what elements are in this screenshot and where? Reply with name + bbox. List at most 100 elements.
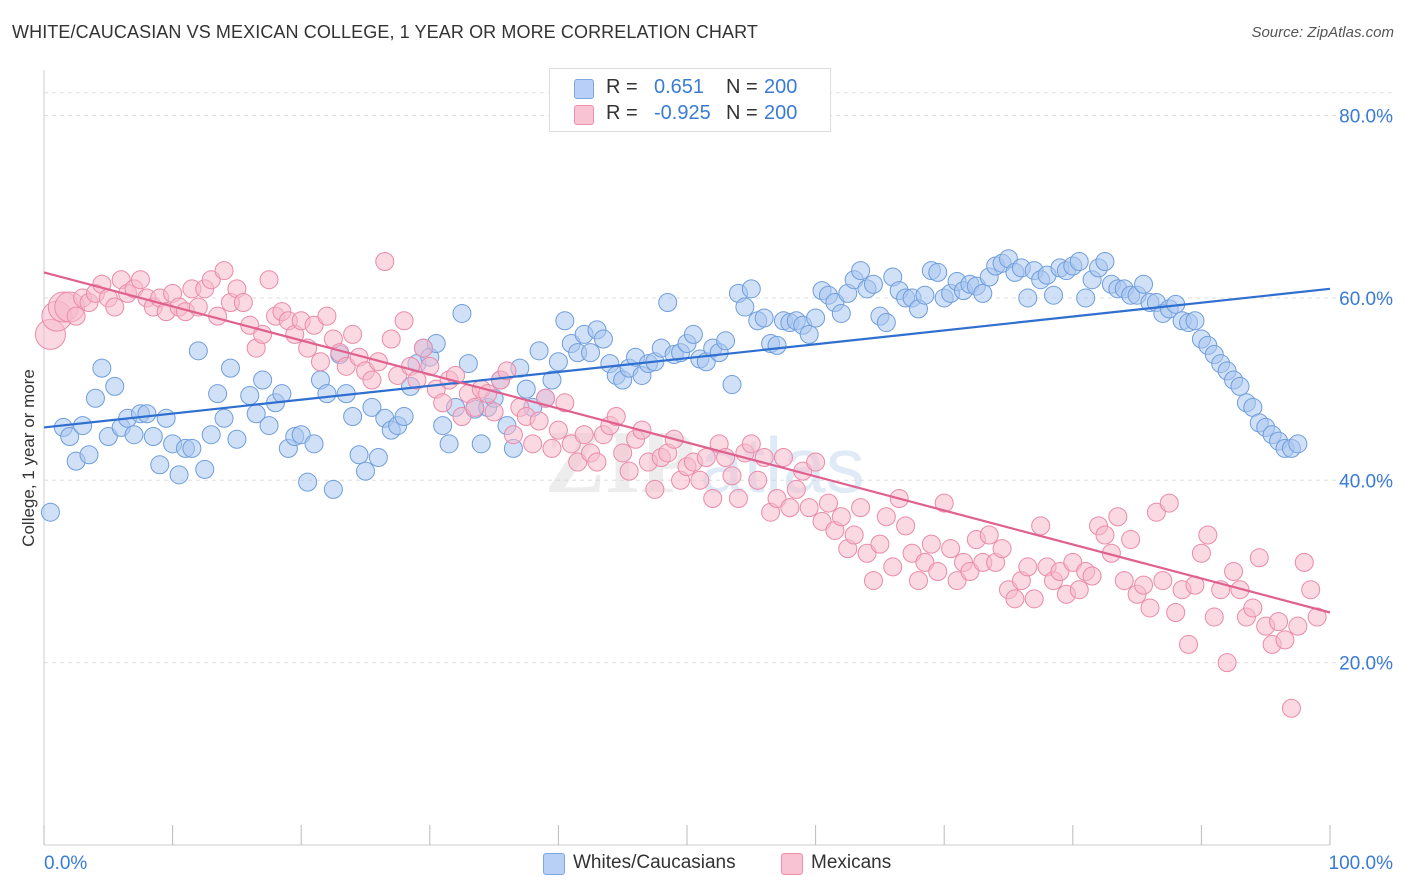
white-point xyxy=(452,303,472,323)
mexican-point xyxy=(1121,530,1141,550)
mexican-point xyxy=(529,411,549,431)
white-point xyxy=(973,283,993,303)
legend-r-value: 0.651 xyxy=(654,76,705,98)
white-point xyxy=(156,408,176,428)
mexican-point xyxy=(844,525,864,545)
mexican-point xyxy=(1024,589,1044,609)
legend-n-label: N = xyxy=(726,76,758,98)
white-point xyxy=(767,335,787,355)
mexican-point xyxy=(883,557,903,577)
white-point xyxy=(851,261,871,281)
mexican-point xyxy=(728,489,748,509)
white-point xyxy=(362,397,382,417)
tick-labels: 20.0% 40.0% 60.0% 80.0% 0.0% 100.0% xyxy=(44,107,1393,874)
white-point xyxy=(1095,251,1115,271)
whites-trend-line xyxy=(43,287,1331,429)
mexican-point xyxy=(818,493,838,513)
mexican-point xyxy=(934,493,954,513)
chart-title: WHITE/CAUCASIAN VS MEXICAN COLLEGE, 1 YE… xyxy=(12,22,758,42)
mexican-point xyxy=(375,251,395,271)
mexican-point xyxy=(1166,603,1186,622)
mexican-point xyxy=(561,434,581,454)
mexican-point xyxy=(568,452,588,472)
mexican-point xyxy=(1069,580,1089,600)
trend-lines xyxy=(43,271,1331,614)
mexican-point xyxy=(857,543,877,563)
white-point xyxy=(85,388,105,408)
white-point xyxy=(259,416,279,436)
mexican-point xyxy=(645,479,665,499)
mexican-point xyxy=(362,370,382,390)
mexican-point xyxy=(317,306,337,326)
mexican-point xyxy=(497,361,517,381)
mexican-point xyxy=(896,516,916,536)
y-tick-label: 80.0% xyxy=(1339,107,1393,128)
white-point xyxy=(349,445,369,465)
mexican-point xyxy=(105,297,125,317)
mexican-point xyxy=(812,511,832,531)
mexican-point xyxy=(773,448,793,467)
mexican-point xyxy=(1269,612,1289,632)
data-points xyxy=(34,249,1327,718)
white-point xyxy=(356,461,375,481)
mexican-point xyxy=(960,561,980,581)
white-point xyxy=(548,352,568,372)
mexican-point xyxy=(1031,516,1051,536)
source-label: Source: ZipAtlas.com xyxy=(1251,24,1394,41)
white-point xyxy=(323,479,343,499)
mexican-point xyxy=(767,489,787,509)
white-point xyxy=(1134,274,1154,294)
mexican-point xyxy=(1294,552,1314,572)
mexican-point xyxy=(587,452,607,472)
white-point xyxy=(1044,285,1064,305)
mexican-point xyxy=(343,324,363,344)
mexican-point xyxy=(1063,552,1083,572)
mexican-point xyxy=(523,434,543,454)
mexican-point xyxy=(130,270,150,290)
white-point xyxy=(1230,376,1250,396)
white-point xyxy=(343,406,363,426)
mexican-point xyxy=(979,525,999,545)
white-point xyxy=(1185,311,1205,331)
mexican-point xyxy=(1114,571,1134,591)
mexican-point xyxy=(394,311,414,331)
white-point xyxy=(542,370,562,390)
mexican-point xyxy=(613,443,633,463)
y-tick-label: 60.0% xyxy=(1339,289,1393,310)
mexican-point xyxy=(214,261,234,281)
mexican-point xyxy=(336,356,356,376)
mexican-point xyxy=(947,571,967,591)
mexican-point xyxy=(1153,571,1173,591)
mexican-point xyxy=(831,507,851,527)
white-point xyxy=(40,502,60,522)
legend-n-label: N = xyxy=(726,102,758,124)
white-point xyxy=(581,343,601,363)
white-point xyxy=(658,293,678,312)
mexican-point xyxy=(548,420,568,440)
mexican-point xyxy=(1082,566,1102,586)
white-point xyxy=(806,308,826,328)
mexican-point xyxy=(606,406,626,426)
white-point xyxy=(124,425,144,445)
white-point xyxy=(214,408,234,428)
white-point xyxy=(79,445,99,465)
white-point xyxy=(150,455,170,475)
mexican-point xyxy=(1018,557,1038,577)
mexican-point xyxy=(1204,607,1224,627)
white-point xyxy=(741,279,761,299)
axes xyxy=(43,70,1331,846)
white-point xyxy=(291,425,311,445)
white-point xyxy=(137,404,157,424)
white-point xyxy=(593,329,613,349)
white-point xyxy=(240,386,260,405)
white-point xyxy=(201,425,221,445)
white-point xyxy=(253,370,273,390)
mexican-point xyxy=(233,293,253,312)
mexican-point xyxy=(741,434,761,454)
white-point xyxy=(915,285,935,305)
white-point xyxy=(220,358,240,378)
white-point xyxy=(98,427,118,447)
x-tick-label: 100.0% xyxy=(1329,853,1394,874)
white-point xyxy=(92,358,112,378)
white-point xyxy=(471,434,491,454)
